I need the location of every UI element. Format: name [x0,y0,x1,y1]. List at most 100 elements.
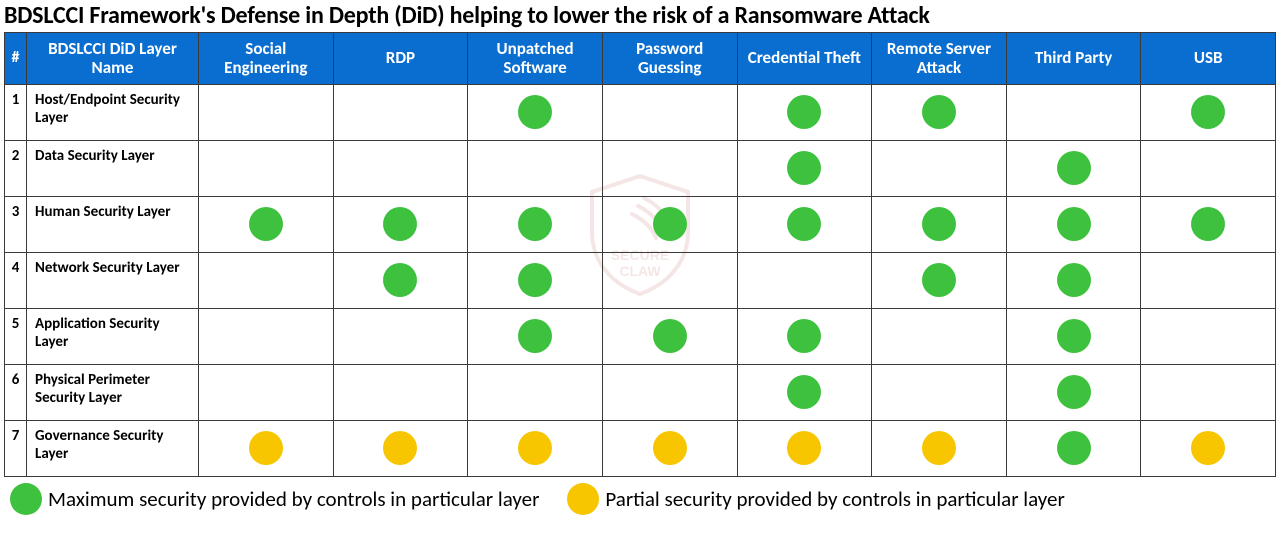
matrix-cell [872,252,1007,308]
matrix-cell [737,364,872,420]
matrix-cell [602,196,737,252]
page-title: BDSLCCI Framework's Defense in Depth (Di… [4,0,1276,32]
matrix-cell [468,252,603,308]
max-dot-icon [787,95,821,129]
row-num: 3 [5,196,27,252]
row-layer-name: Human Security Layer [27,196,199,252]
max-dot-icon [249,207,283,241]
partial-dot-icon [787,431,821,465]
matrix-cell [737,84,872,140]
matrix-cell [468,140,603,196]
header-row: # BDSLCCI DiD Layer Name Social Engineer… [5,32,1276,84]
matrix-cell [199,140,334,196]
max-dot-icon [787,375,821,409]
matrix-cell [602,420,737,476]
legend: Maximum security provided by controls in… [4,477,1276,515]
matrix-cell [333,84,468,140]
matrix-cell [199,308,334,364]
matrix-cell [872,308,1007,364]
page-root: SECURE CLAW BDSLCCI Framework's Defense … [0,0,1280,519]
matrix-cell [333,308,468,364]
row-num: 1 [5,84,27,140]
table-row: 5Application Security Layer [5,308,1276,364]
table-row: 2Data Security Layer [5,140,1276,196]
max-dot-icon [518,263,552,297]
matrix-cell [1141,84,1276,140]
matrix-cell [1006,364,1141,420]
matrix-cell [602,364,737,420]
max-dot-icon [383,263,417,297]
matrix-cell [602,252,737,308]
partial-dot-icon [518,431,552,465]
table-row: 3Human Security Layer [5,196,1276,252]
max-dot-icon [1057,207,1091,241]
matrix-cell [468,196,603,252]
legend-label-partial: Partial security provided by controls in… [605,486,1064,512]
max-dot-icon [787,207,821,241]
matrix-cell [872,84,1007,140]
max-dot-icon [922,207,956,241]
max-dot-icon [1057,431,1091,465]
matrix-cell [468,364,603,420]
matrix-cell [1141,196,1276,252]
matrix-cell [333,252,468,308]
matrix-cell [872,196,1007,252]
row-num: 6 [5,364,27,420]
matrix-cell [872,140,1007,196]
header-attack-7: USB [1141,32,1276,84]
max-dot-icon [1057,375,1091,409]
max-dot-icon [1191,95,1225,129]
matrix-cell [602,84,737,140]
max-dot-icon [922,263,956,297]
row-layer-name: Physical Perimeter Security Layer [27,364,199,420]
max-dot-icon [787,319,821,353]
max-dot-icon [1057,319,1091,353]
matrix-cell [1006,84,1141,140]
did-table: # BDSLCCI DiD Layer Name Social Engineer… [4,32,1276,477]
row-num: 7 [5,420,27,476]
max-dot-icon [1057,151,1091,185]
matrix-cell [1006,140,1141,196]
max-dot-icon [1191,207,1225,241]
header-layer-name: BDSLCCI DiD Layer Name [27,32,199,84]
max-dot-icon [922,95,956,129]
matrix-cell [199,196,334,252]
matrix-cell [199,420,334,476]
matrix-cell [737,252,872,308]
matrix-cell [199,84,334,140]
matrix-cell [333,420,468,476]
matrix-cell [1006,196,1141,252]
matrix-cell [1141,364,1276,420]
matrix-cell [468,420,603,476]
matrix-cell [333,196,468,252]
matrix-cell [1006,420,1141,476]
matrix-cell [1141,308,1276,364]
row-layer-name: Governance Security Layer [27,420,199,476]
max-dot-icon [653,207,687,241]
legend-dot-max-icon [10,483,42,515]
matrix-cell [737,420,872,476]
table-body: 1Host/Endpoint Security Layer2Data Secur… [5,84,1276,476]
max-dot-icon [383,207,417,241]
matrix-cell [872,364,1007,420]
matrix-cell [1141,420,1276,476]
matrix-cell [333,364,468,420]
matrix-cell [737,140,872,196]
partial-dot-icon [653,431,687,465]
matrix-cell [1141,140,1276,196]
header-attack-4: Credential Theft [737,32,872,84]
header-num: # [5,32,27,84]
max-dot-icon [787,151,821,185]
matrix-cell [199,364,334,420]
row-num: 5 [5,308,27,364]
matrix-cell [468,84,603,140]
matrix-cell [1141,252,1276,308]
matrix-cell [602,140,737,196]
partial-dot-icon [249,431,283,465]
max-dot-icon [1057,263,1091,297]
max-dot-icon [518,207,552,241]
header-attack-3: Password Guessing [602,32,737,84]
table-row: 1Host/Endpoint Security Layer [5,84,1276,140]
max-dot-icon [518,319,552,353]
matrix-cell [1006,252,1141,308]
